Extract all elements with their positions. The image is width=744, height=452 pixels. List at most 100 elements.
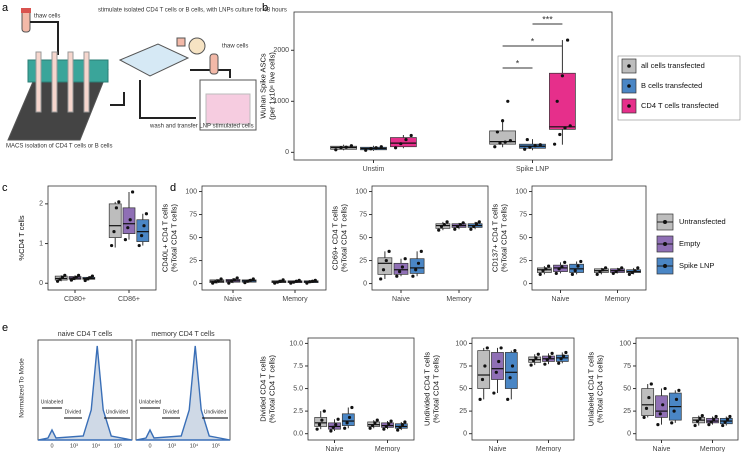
data-point [698,416,702,420]
x-tick-label: Memory [700,446,726,452]
data-point [598,269,602,274]
box [136,219,150,242]
plot-frame [201,185,327,291]
data-point [273,281,277,285]
data-point [674,397,679,401]
y-tick-label: 0.0 [293,431,303,438]
data-point [248,278,253,282]
data-point [557,361,561,365]
flow-ylabel: Normalized To Mode [19,358,26,418]
data-point [289,281,293,285]
y-tick-label: 2 [39,201,43,208]
data-point [458,223,462,227]
data-point [709,420,713,424]
data-point [131,190,135,194]
data-point [315,427,319,431]
data-point [86,277,90,281]
data-point [498,141,502,145]
data-point [494,370,498,374]
data-point [499,346,503,350]
data-point [555,99,559,103]
y-tick-label: 100 [355,188,367,195]
data-point [672,409,676,413]
legend-label: Untransfected [679,217,726,226]
data-point [528,145,532,149]
data-point [548,355,552,359]
data-point [375,418,379,422]
legend-label: Spike LNP [679,261,714,270]
significance-label: *** [542,14,553,24]
data-point [570,272,575,276]
data-point [620,266,624,270]
legend-key-dot [663,220,667,224]
legend-label: all cells transfected [641,61,705,70]
data-point [88,276,92,280]
data-point [501,119,505,123]
data-point [403,420,407,424]
panel-label: e [2,322,8,334]
diagram-label: wash and transfer LNP stimulated cells [149,124,254,130]
data-point [573,269,577,273]
data-point [506,397,510,401]
data-point [531,358,536,363]
data-point [453,227,457,231]
data-point [568,124,572,128]
data-point [411,274,415,278]
y-tick-label: 75 [623,363,631,370]
data-point [251,277,255,281]
legend-key-dot [627,84,631,88]
data-point [469,227,473,231]
data-point [563,260,567,264]
data-point [373,421,377,425]
data-point [503,140,507,144]
data-point [642,415,646,420]
data-point [403,257,407,261]
box [341,413,355,426]
data-point [538,143,542,147]
data-point [313,278,317,282]
x-tick-label: Memory [446,296,472,303]
histogram [37,345,133,441]
y-tick-label: 25 [519,257,527,264]
data-point [663,386,667,391]
data-point [544,267,548,271]
data-point [558,132,562,137]
data-point [399,142,403,146]
data-point [560,265,564,269]
data-point [349,144,353,148]
data-point [506,99,510,103]
box [641,388,655,416]
data-point [83,278,87,283]
y-tick-label: 75 [189,211,197,218]
data-point [712,417,716,421]
data-point [394,146,398,150]
data-point [387,249,391,253]
panel-label: b [262,2,268,14]
data-point [294,279,298,283]
data-point [384,424,388,429]
data-point [510,364,515,368]
data-point [693,423,697,428]
y-tick-label: 0 [523,280,527,287]
data-point [497,359,501,364]
data-point [310,279,315,283]
x-tick-label: Unstim [363,166,385,173]
data-point [534,356,538,360]
gate-label: Unlabeled [139,399,162,405]
data-point [543,362,547,366]
data-point [350,405,354,410]
data-point [695,419,700,423]
gate-label: Undivided [204,409,226,415]
box [390,137,417,148]
y-tick-label: 75 [519,211,527,218]
data-point [636,266,640,270]
box [491,352,504,380]
data-point [677,388,681,392]
data-point [485,346,489,350]
y-axis-label: Unlabeled CD4 T cells [586,352,595,427]
y-axis-label: (%Total CD4 T cells) [169,203,178,272]
box [504,352,518,389]
y-tick-label: 100 [185,188,197,195]
y-tick-label: 50 [189,234,197,241]
